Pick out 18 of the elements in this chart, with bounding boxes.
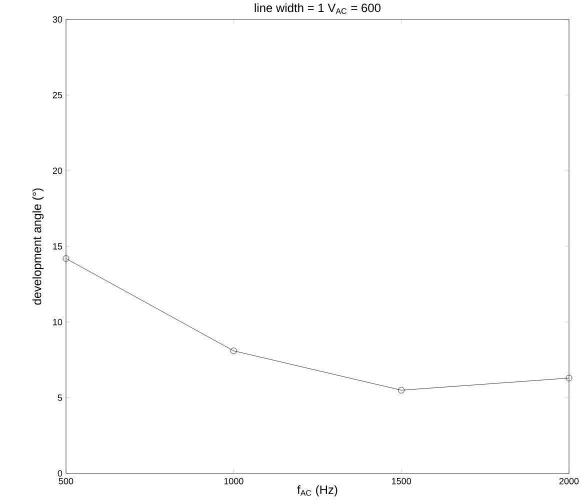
x-axis-title: f$_{AC}$ (Hz) [297, 485, 338, 497]
x-tick-label: 1500 [392, 478, 411, 484]
y-tick-label: 10 [53, 319, 62, 326]
y-tick-label: 25 [52, 92, 62, 98]
chart-title: line width = 1 V$_{AC}$ = 600 [254, 3, 381, 14]
y-tick-label: 20 [52, 168, 62, 174]
point [230, 348, 237, 354]
x-tick-label: 2000 [559, 478, 579, 484]
y-tick-label: 0 [58, 470, 62, 477]
point [566, 375, 572, 382]
point [398, 387, 405, 394]
point [62, 255, 70, 262]
y-tick-label: 30 [52, 16, 62, 23]
x-tick-label: 1000 [224, 478, 244, 484]
x-tick-label: 500 [58, 478, 74, 484]
y-tick-label: 15 [53, 243, 62, 250]
y-axis-title: development angle (°) [32, 188, 44, 305]
y-tick-label: 5 [58, 394, 62, 402]
